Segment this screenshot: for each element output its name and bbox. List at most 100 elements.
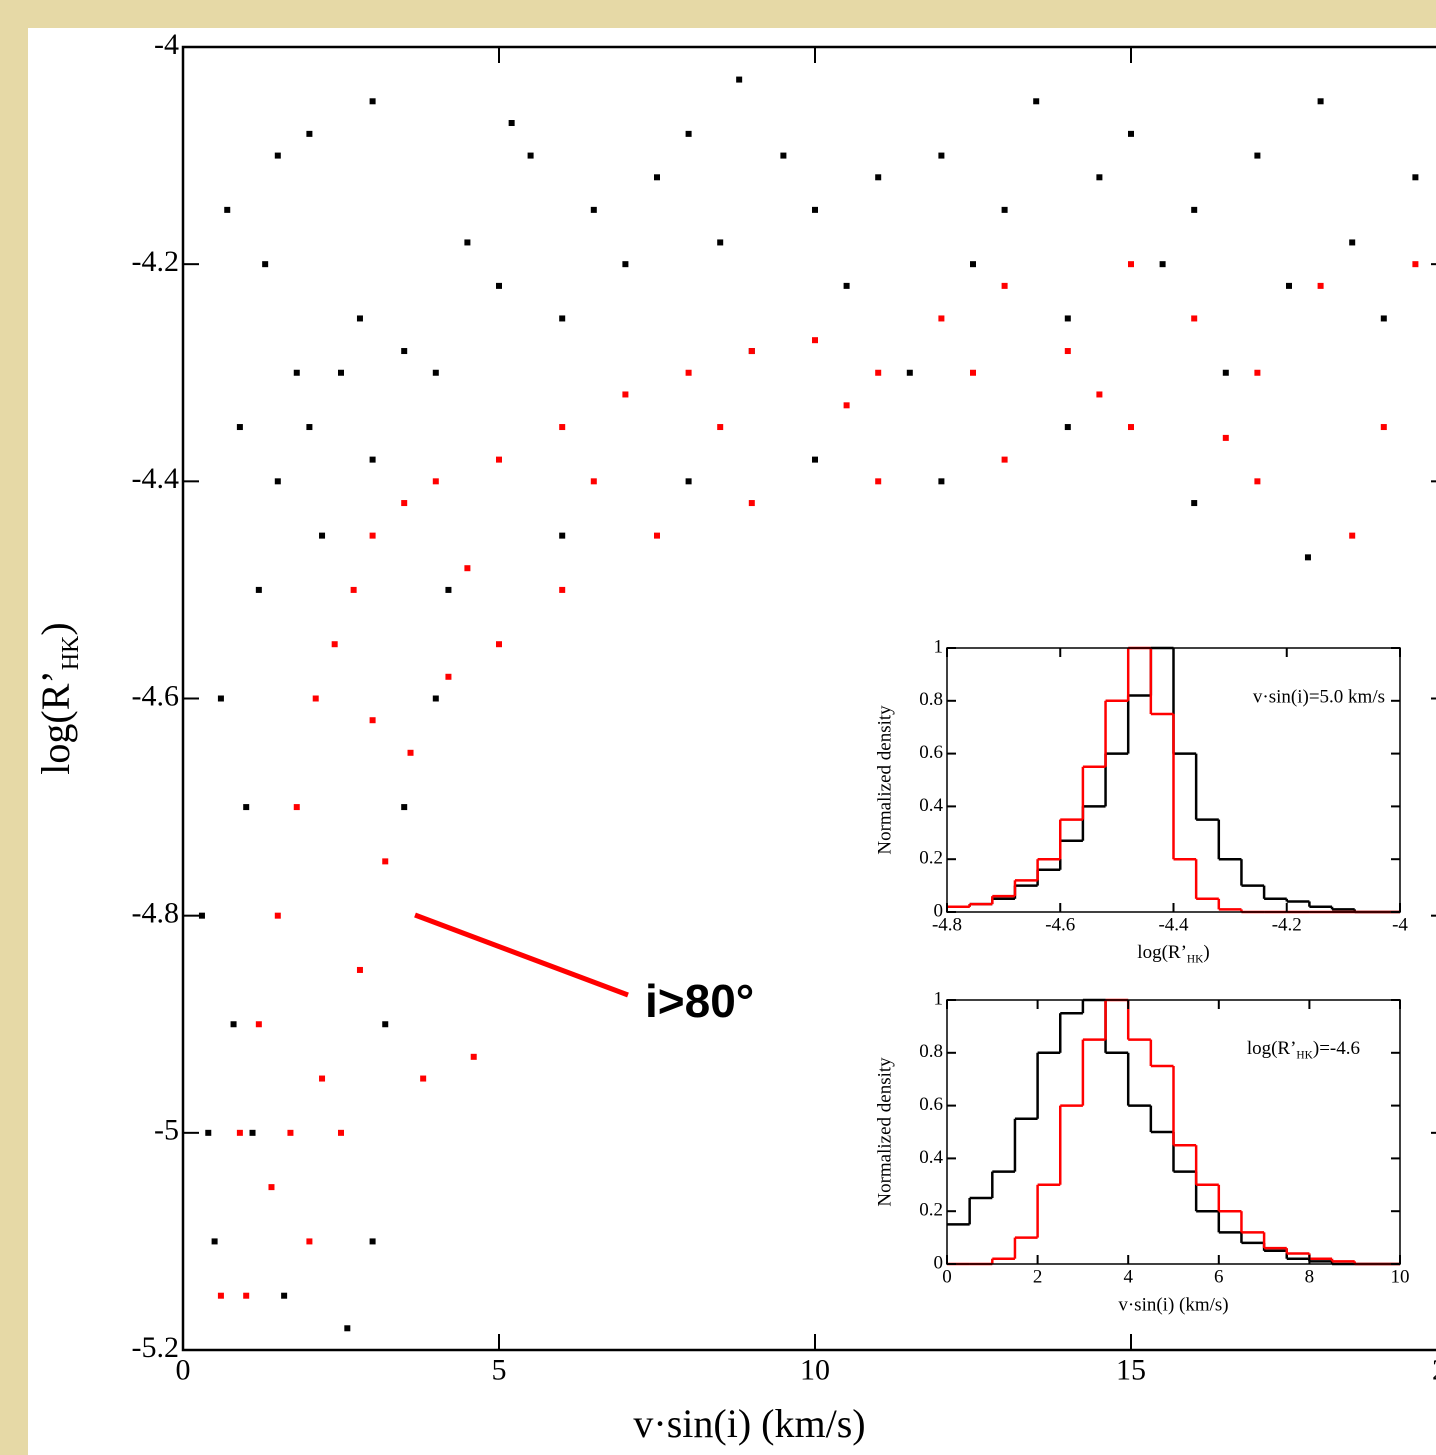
scatter-point: [654, 532, 660, 539]
scatter-point: [875, 369, 882, 376]
scatter-point: [344, 1325, 351, 1332]
scatter-point: [401, 804, 408, 811]
y-axis-title: Normalized density: [874, 1057, 895, 1207]
scatter-point: [274, 478, 281, 485]
scatter-point: [1317, 98, 1324, 105]
scatter-point: [445, 673, 452, 680]
scatter-point: [369, 1238, 376, 1245]
scatter-point: [717, 424, 724, 431]
x-tick-label: 2: [1033, 1267, 1043, 1288]
x-tick-label: 8: [1305, 1267, 1315, 1288]
scatter-point: [464, 565, 471, 572]
scatter-point: [748, 500, 755, 507]
y-tick-label: 0.4: [919, 795, 943, 816]
y-axis-title-part: ): [33, 622, 78, 635]
scatter-point: [356, 966, 363, 973]
scatter-point: [432, 695, 439, 702]
scatter-point: [255, 586, 262, 593]
scatter-point: [812, 206, 818, 213]
scatter-point: [224, 206, 231, 213]
scatter-point: [281, 1292, 288, 1299]
scatter-point: [970, 261, 976, 268]
y-tick-label: 0: [934, 900, 944, 921]
scatter-point: [780, 152, 787, 159]
scatter-point: [1064, 424, 1071, 431]
scatter-point: [1349, 532, 1356, 539]
scatter-point: [255, 1021, 262, 1028]
scatter-point: [736, 76, 743, 83]
y-tick-label: 1: [934, 636, 944, 657]
scatter-point: [1128, 130, 1134, 137]
scatter-point: [236, 1129, 243, 1136]
scatter-point: [338, 1129, 344, 1136]
scatter-point: [843, 282, 850, 289]
scatter-point: [1191, 315, 1198, 322]
scatter-point: [654, 174, 660, 181]
x-tick-label: 4: [1123, 1267, 1133, 1288]
y-tick-label: 0.2: [919, 1200, 943, 1221]
scatter-point: [938, 315, 945, 322]
scatter-point: [685, 369, 692, 376]
y-axis-title-part: HK: [58, 635, 84, 670]
scatter-point: [1349, 239, 1356, 246]
scatter-point: [1254, 152, 1261, 159]
y-tick-label: 0.4: [919, 1147, 943, 1168]
scatter-point: [717, 239, 724, 246]
scatter-point: [306, 1238, 313, 1245]
y-tick-label: 1: [934, 988, 944, 1009]
annotation-part: log(R’: [1247, 1038, 1297, 1059]
scatter-point: [1191, 500, 1198, 507]
y-tick-label: -5.2: [132, 1331, 180, 1364]
scatter-point: [1286, 282, 1292, 289]
y-tick-label: -4.4: [132, 462, 180, 495]
x-tick-label: 0: [176, 1353, 191, 1386]
y-tick-label: -4.8: [132, 897, 180, 930]
x-axis-title-part: HK: [1187, 953, 1204, 965]
scatter-point: [319, 532, 326, 539]
scatter-point: [590, 206, 597, 213]
y-axis-title-part: log(R’: [33, 670, 78, 774]
scatter-point: [1001, 206, 1008, 213]
scatter-point: [432, 369, 439, 376]
scatter-point: [198, 912, 205, 919]
x-axis-title: v·sin(i) (km/s): [1118, 1294, 1228, 1315]
scatter-point: [1412, 261, 1419, 268]
scatter-point: [382, 1021, 389, 1028]
scatter-point: [306, 424, 313, 431]
scatter-point: [1033, 98, 1040, 105]
scatter-point: [236, 424, 243, 431]
scatter-point: [906, 369, 913, 376]
scatter-point: [401, 348, 408, 355]
scatter-point: [369, 717, 376, 724]
scatter-point: [1001, 456, 1008, 463]
y-tick-label: 0.8: [919, 689, 943, 710]
scatter-point: [217, 1292, 224, 1299]
scatter-point: [1128, 261, 1134, 268]
y-tick-label: 0.6: [919, 1094, 943, 1115]
scatter-point: [274, 152, 281, 159]
y-tick-label: -4.2: [132, 245, 180, 278]
scatter-point: [1096, 174, 1103, 181]
y-tick-label: 0.8: [919, 1041, 943, 1062]
y-tick-label: 0: [934, 1252, 944, 1273]
scatter-point: [319, 1075, 326, 1082]
x-tick-label: 6: [1214, 1267, 1224, 1288]
scatter-point: [1064, 315, 1071, 322]
scatter-point: [293, 369, 300, 376]
y-axis-title: Normalized density: [874, 705, 895, 855]
x-tick-label: -4.2: [1272, 915, 1302, 936]
scatter-point: [1222, 434, 1229, 441]
scatter-point: [970, 369, 976, 376]
annotation: v·sin(i)=5.0 km/s: [1253, 686, 1385, 707]
scatter-point: [559, 586, 566, 593]
scatter-point: [559, 424, 566, 431]
scatter-point: [217, 695, 224, 702]
scatter-point: [938, 478, 945, 485]
y-tick-label: 0.2: [919, 848, 943, 869]
x-tick-label: 20: [1432, 1353, 1436, 1386]
annotation-pointer: [414, 912, 629, 998]
scatter-point: [875, 478, 882, 485]
annotation-part: )=-4.6: [1313, 1038, 1360, 1059]
